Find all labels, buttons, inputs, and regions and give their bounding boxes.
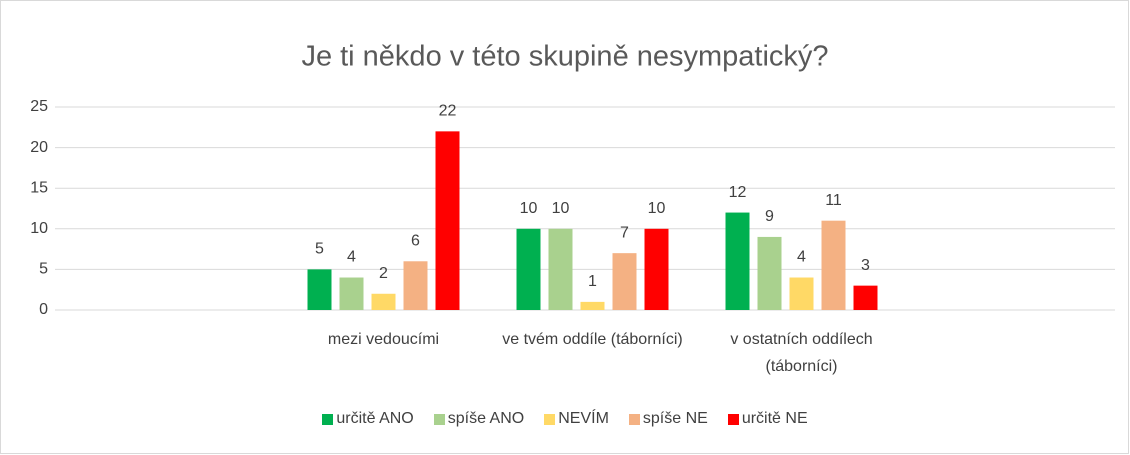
data-label: 22: [439, 103, 457, 120]
data-label: 7: [620, 224, 629, 241]
bar: [307, 269, 332, 310]
legend-swatch: [727, 413, 739, 425]
y-tick-label: 20: [30, 139, 48, 156]
legend-swatch: [628, 413, 640, 425]
bar: [757, 236, 782, 310]
bar: [644, 228, 669, 310]
bar: [371, 293, 396, 310]
bar: [435, 131, 460, 310]
bar: [821, 220, 846, 310]
y-tick-label: 0: [39, 301, 48, 318]
legend-label: určitě ANO: [336, 410, 414, 427]
data-label: 4: [797, 249, 806, 266]
x-tick-label: ve tvém oddíle (táborníci): [502, 331, 683, 348]
bar: [339, 277, 364, 310]
legend-swatch: [322, 413, 334, 425]
bar: [548, 228, 573, 310]
data-label: 2: [379, 265, 388, 282]
chart-title: Je ti někdo v této skupině nesympatický?: [301, 41, 828, 73]
bar: [789, 277, 814, 310]
legend-label: NEVÍM: [558, 410, 609, 427]
data-label: 11: [825, 192, 842, 209]
bar: [853, 285, 878, 310]
legend-swatch: [544, 413, 556, 425]
x-tick-label: mezi vedoucími: [327, 331, 440, 348]
bar: [612, 253, 637, 310]
data-label: 5: [315, 241, 324, 258]
y-tick-label: 5: [39, 261, 48, 278]
data-label: 4: [347, 249, 356, 266]
data-label: 3: [861, 257, 870, 274]
legend-item: určitě NE: [727, 410, 808, 428]
legend-item: určitě ANO: [322, 410, 414, 428]
data-label: 12: [729, 184, 747, 201]
legend: určitě ANO spíše ANO NEVÍM spíše NE určitě N…: [0, 410, 1130, 428]
y-tick-label: 10: [30, 220, 48, 237]
legend-item: NEVÍM: [544, 410, 609, 428]
bar: [580, 301, 605, 310]
y-tick-label: 15: [30, 179, 48, 196]
y-tick-label: 25: [30, 98, 48, 115]
legend-label: spíše ANO: [447, 410, 525, 427]
legend-item: spíše NE: [628, 410, 708, 428]
legend-item: spíše ANO: [433, 410, 525, 428]
data-label: 10: [520, 200, 538, 217]
x-tick-label: v ostatních oddílech (táborníci): [730, 331, 873, 375]
bar: [403, 261, 428, 310]
legend-label: spíše NE: [642, 410, 708, 427]
data-label: 9: [765, 208, 774, 225]
bar: [516, 228, 541, 310]
data-label: 10: [648, 200, 666, 217]
legend-swatch: [433, 413, 445, 425]
data-label: 1: [588, 273, 597, 290]
data-label: 6: [411, 232, 420, 249]
legend-label: určitě NE: [741, 410, 808, 427]
data-label: 10: [552, 200, 570, 217]
bar: [725, 212, 750, 310]
